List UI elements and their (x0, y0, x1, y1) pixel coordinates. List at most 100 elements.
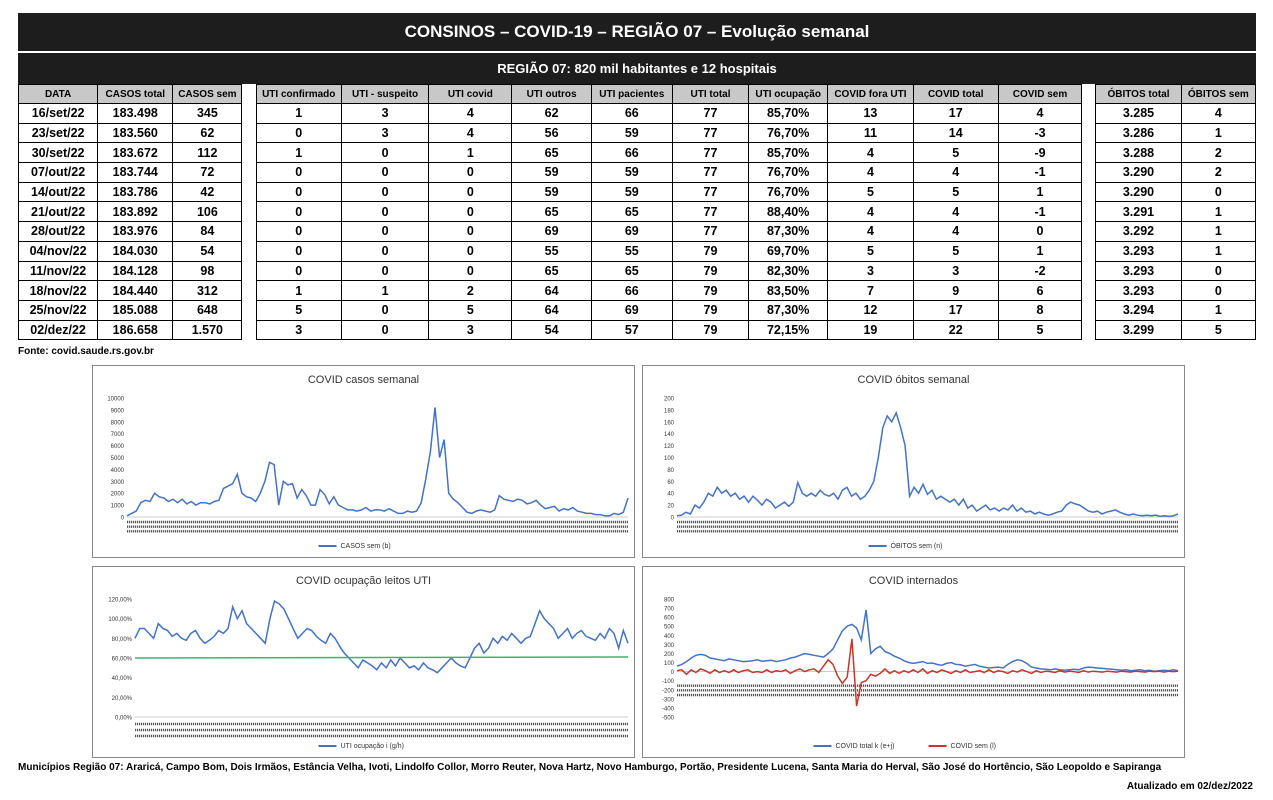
source-note: Fonte: covid.saude.rs.gov.br (18, 346, 154, 357)
table-cell: 3.293 (1095, 260, 1182, 282)
table-cell: 312 (172, 280, 243, 301)
table-cell: 3 (912, 260, 999, 282)
y-tick-label: 200 (664, 397, 675, 403)
table-cell: 0 (255, 240, 342, 262)
chart-title: COVID ocupação leitos UTI (295, 575, 432, 587)
table-cell: 21/out/22 (17, 201, 99, 223)
column-gap (1081, 261, 1097, 281)
series-line (676, 609, 1179, 672)
table-cell: 1 (428, 142, 513, 164)
table-cell: 59 (590, 122, 673, 144)
column-gap (241, 261, 257, 281)
chart-title: COVID óbitos semanal (857, 374, 970, 386)
table-cell: 106 (172, 201, 243, 223)
y-tick-label: 140 (664, 432, 675, 438)
table-cell: 1 (1180, 240, 1257, 262)
y-tick-label: 7000 (111, 432, 125, 438)
table-cell: 183.560 (97, 122, 174, 144)
column-gap (241, 300, 257, 321)
table-cell: 0 (340, 162, 430, 183)
y-tick-label: 20 (667, 504, 674, 510)
col-header: DATA (17, 84, 99, 104)
y-tick-label: 9000 (111, 408, 125, 414)
table-cell: 28/out/22 (17, 221, 99, 242)
y-tick-label: 3000 (111, 480, 125, 486)
column-gap (1081, 182, 1097, 202)
table-cell: 77 (671, 201, 750, 223)
table-cell: 87,30% (748, 299, 829, 321)
table-cell: 1 (997, 240, 1083, 262)
table-cell: 9 (912, 280, 999, 301)
table-cell: 82,30% (748, 260, 829, 282)
col-header: UTI pacientes (590, 84, 673, 104)
y-tick-label: 8000 (111, 420, 125, 426)
table-cell: 65 (511, 260, 592, 282)
table-cell: 1 (255, 142, 342, 164)
table-cell: 30/set/22 (17, 142, 99, 164)
table-cell: 4 (912, 221, 999, 242)
table-cell: 5 (827, 181, 914, 203)
table-cell: 12 (827, 299, 914, 321)
table-cell: 66 (590, 103, 673, 124)
table-cell: 4 (428, 122, 513, 144)
table-cell: 3.291 (1095, 201, 1182, 223)
table-cell: 0 (428, 181, 513, 203)
y-tick-label: 40 (667, 492, 674, 498)
table-cell: 0 (340, 299, 430, 321)
table-cell: 184.440 (97, 280, 174, 301)
col-header: UTI confirmado (255, 84, 342, 104)
y-tick-label: 40,00% (112, 676, 133, 682)
chart-casos-semanal: COVID casos semanal 0 1000 2000 3000 4000 500… (92, 365, 635, 558)
table-cell: 0 (340, 221, 430, 242)
table-cell: 76,70% (748, 181, 829, 203)
table-cell: 183.892 (97, 201, 174, 223)
table-row: 07/out/22 183.744 72 0 0 0 59 59 77 76,70% 4 4 -1 3.2… (17, 162, 1257, 183)
table-cell: 0 (1180, 280, 1257, 301)
y-tick-label: 0 (671, 670, 675, 676)
table-cell: 66 (590, 280, 673, 301)
table-cell: 65 (511, 142, 592, 164)
table-cell: 2 (428, 280, 513, 301)
table-cell: 4 (827, 221, 914, 242)
table-cell: 0 (255, 122, 342, 144)
col-header: UTI ocupação (748, 84, 829, 104)
column-gap (241, 142, 257, 163)
table-row: 30/set/22 183.672 112 1 0 1 65 66 77 85,70% 4 5 -9 3.… (17, 142, 1257, 164)
y-tick-label: 4000 (111, 468, 125, 474)
table-cell: 64 (511, 280, 592, 301)
table-cell: 79 (671, 240, 750, 262)
column-gap (1081, 300, 1097, 321)
col-header: COVID total (912, 84, 999, 104)
y-tick-label: 0,00% (115, 716, 133, 722)
table-cell: 3.285 (1095, 103, 1182, 124)
legend-label: ÓBITOS sem (n) (891, 541, 943, 550)
column-gap (1081, 320, 1097, 340)
table-cell: 184.128 (97, 260, 174, 282)
table-cell: 6 (997, 280, 1083, 301)
table-cell: 1 (255, 280, 342, 301)
chart-title: COVID casos semanal (307, 374, 420, 386)
y-tick-label: 1000 (111, 504, 125, 510)
table-cell: 0 (428, 221, 513, 242)
table-cell: 3 (827, 260, 914, 282)
table-cell: 2 (1180, 142, 1257, 164)
table-cell: 85,70% (748, 103, 829, 124)
table-cell: 64 (511, 299, 592, 321)
column-gap (1081, 241, 1097, 261)
column-gap (1081, 280, 1097, 301)
table-cell: 0 (255, 201, 342, 223)
table-cell: 54 (511, 319, 592, 341)
table-cell: 77 (671, 122, 750, 144)
table-row: 11/nov/22 184.128 98 0 0 0 65 65 79 82,30% 3 3 -2 3.2… (17, 260, 1257, 282)
y-tick-label: 180 (664, 408, 675, 414)
col-header: UTI covid (428, 84, 513, 104)
table-cell: 7 (827, 280, 914, 301)
table-cell: 5 (997, 319, 1083, 341)
table-header-row: DATA CASOS total CASOS sem UTI confirmad… (17, 84, 1257, 104)
table-cell: 4 (912, 201, 999, 223)
table-cell: 07/out/22 (17, 162, 99, 183)
table-cell: 84 (172, 221, 243, 242)
table-cell: 54 (172, 240, 243, 262)
table-cell: 57 (590, 319, 673, 341)
y-tick-label: 0 (121, 516, 125, 522)
